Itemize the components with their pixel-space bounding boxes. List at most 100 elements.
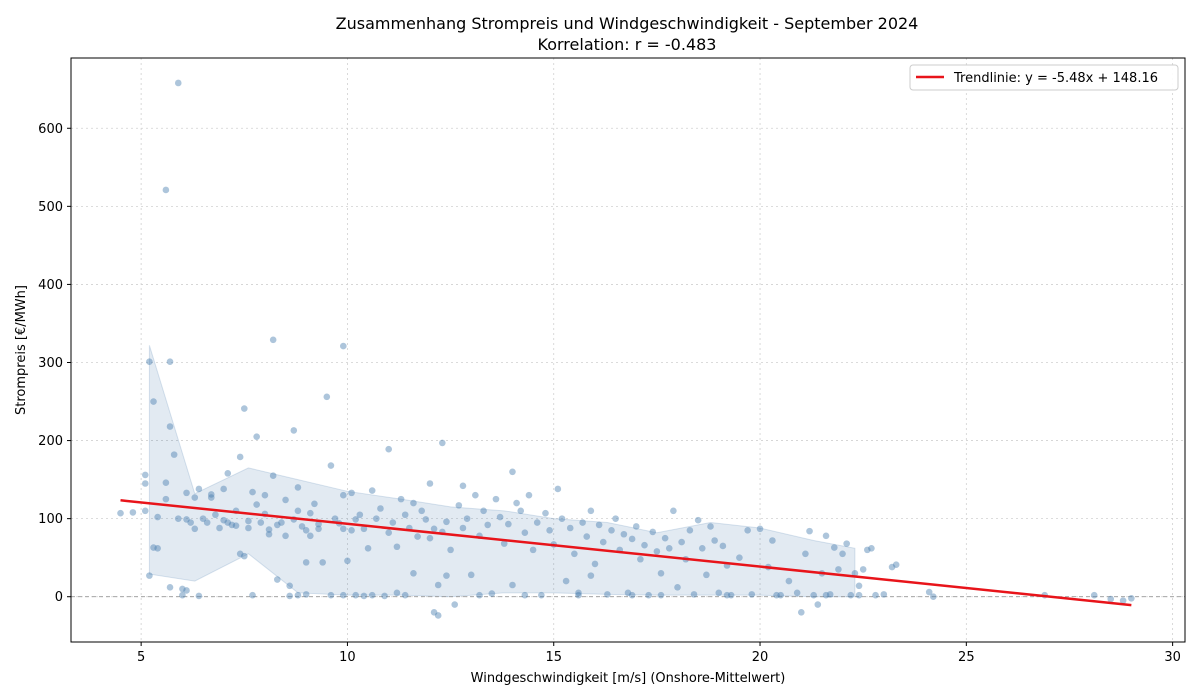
- data-point: [150, 544, 157, 551]
- chart-subtitle: Korrelation: r = -0.483: [538, 35, 717, 54]
- data-point: [253, 501, 260, 508]
- data-point: [637, 555, 644, 563]
- data-point: [604, 591, 611, 598]
- data-point: [373, 515, 380, 522]
- data-point: [690, 591, 698, 598]
- data-point: [183, 489, 190, 497]
- data-point: [401, 591, 409, 599]
- data-point: [191, 525, 199, 533]
- data-point: [377, 505, 384, 512]
- y-tick-label: 300: [38, 356, 63, 371]
- data-point: [835, 566, 842, 573]
- data-point: [162, 495, 170, 503]
- data-point: [748, 591, 756, 598]
- data-point: [220, 485, 227, 493]
- data-point: [162, 479, 170, 487]
- data-point: [269, 336, 277, 344]
- data-point: [265, 526, 273, 533]
- data-point: [509, 468, 516, 476]
- data-point: [311, 500, 318, 508]
- data-point: [207, 494, 215, 501]
- data-point: [694, 516, 702, 524]
- data-point: [443, 572, 450, 579]
- data-point: [410, 569, 417, 577]
- data-point: [855, 582, 863, 590]
- data-point: [352, 516, 359, 523]
- data-point: [179, 591, 186, 599]
- data-point: [529, 546, 537, 554]
- data-point: [414, 533, 421, 540]
- data-point: [273, 576, 281, 583]
- data-point: [587, 572, 595, 579]
- data-point: [443, 518, 450, 526]
- data-point: [864, 546, 871, 554]
- data-point: [434, 581, 442, 589]
- data-point: [785, 577, 793, 585]
- data-point: [315, 520, 322, 528]
- data-point: [212, 511, 219, 519]
- data-point: [397, 495, 405, 503]
- data-point: [290, 427, 298, 434]
- data-point: [302, 591, 310, 598]
- plot-frame: [70, 57, 1186, 643]
- data-point: [872, 591, 879, 599]
- data-point: [542, 509, 549, 517]
- data-point: [216, 524, 223, 532]
- data-point: [509, 581, 516, 589]
- data-point: [868, 545, 875, 552]
- data-point: [187, 519, 194, 526]
- data-point: [146, 358, 153, 366]
- data-point: [575, 591, 582, 599]
- data-point: [822, 532, 830, 540]
- data-point: [822, 591, 830, 599]
- data-point: [505, 520, 512, 528]
- data-point: [282, 496, 289, 504]
- data-point: [385, 445, 392, 453]
- data-point: [467, 571, 475, 579]
- data-point: [632, 523, 640, 530]
- data-point: [166, 358, 174, 366]
- data-point: [476, 591, 483, 599]
- data-point: [294, 591, 302, 599]
- data-point: [426, 480, 434, 487]
- x-tick-label: 5: [137, 650, 145, 665]
- data-point: [756, 525, 764, 533]
- data-point: [265, 530, 273, 538]
- trend-line: [120, 499, 1132, 607]
- data-point: [802, 550, 809, 558]
- data-point: [657, 591, 665, 599]
- data-point: [595, 521, 603, 529]
- data-point: [579, 519, 586, 526]
- data-point: [340, 491, 347, 499]
- data-point: [645, 591, 652, 599]
- data-point: [393, 543, 401, 551]
- data-point: [360, 592, 368, 600]
- data-point: [826, 591, 834, 598]
- data-point: [566, 524, 574, 532]
- data-point: [843, 540, 850, 547]
- data-point: [348, 489, 355, 497]
- data-point: [1119, 597, 1127, 604]
- data-point: [513, 499, 520, 507]
- data-point: [117, 509, 124, 517]
- data-point: [162, 186, 170, 194]
- data-point: [273, 521, 281, 529]
- data-point: [307, 532, 314, 540]
- data-point: [1090, 591, 1098, 599]
- data-point: [793, 589, 801, 597]
- data-point: [340, 591, 347, 599]
- data-point: [302, 559, 310, 566]
- data-point: [203, 519, 211, 526]
- data-point: [356, 511, 364, 519]
- data-point: [340, 342, 347, 350]
- data-point: [599, 538, 607, 546]
- legend-box: [909, 64, 1179, 91]
- data-point: [220, 516, 227, 524]
- y-tick-label: 600: [38, 122, 63, 137]
- data-point: [294, 484, 302, 491]
- data-point: [430, 525, 438, 533]
- data-point: [773, 591, 780, 599]
- data-point: [686, 527, 694, 534]
- data-point: [245, 524, 252, 532]
- data-point: [591, 560, 599, 568]
